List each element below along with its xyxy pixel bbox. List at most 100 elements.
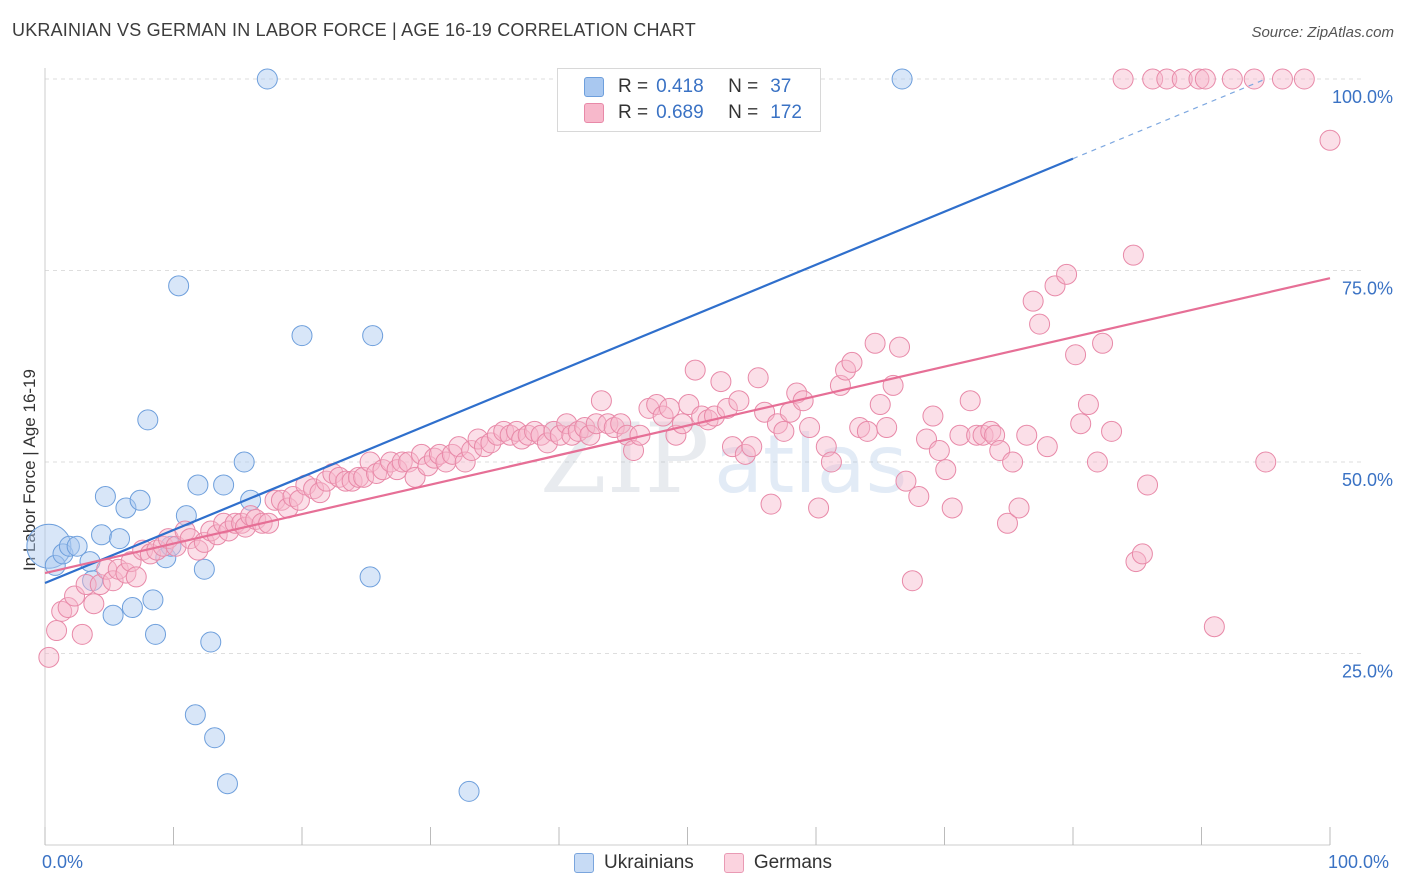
german-point [64, 585, 86, 607]
german-point [980, 420, 1002, 442]
german-point [46, 620, 68, 642]
german-point [1092, 332, 1114, 354]
german-point [603, 417, 625, 439]
german-point [597, 413, 619, 435]
ukrainian-point [233, 451, 255, 473]
ukrainian-point [121, 597, 143, 619]
german-point [935, 459, 957, 481]
trend-line-germans [44, 277, 1331, 575]
gridlines [45, 78, 1365, 654]
ukrainian-point [145, 623, 167, 645]
german-point [125, 566, 147, 588]
watermark-zip: ZIP [540, 403, 709, 515]
ukrainian-point [58, 535, 80, 557]
german-point [996, 512, 1018, 534]
legend-swatch-ukrainians [574, 853, 595, 873]
legend-n-value: 172 [770, 102, 802, 123]
ukrainian-point [137, 409, 159, 431]
german-point [741, 436, 763, 458]
german-point [51, 600, 73, 622]
german-point [710, 371, 732, 393]
ukrainian-point [362, 325, 384, 347]
german-point [949, 424, 971, 446]
x-tick-label-100: 100.0% [1328, 852, 1390, 872]
ukrainian-point [216, 773, 238, 795]
trend-lines [44, 78, 1331, 585]
legend-n-value: 37 [770, 76, 792, 97]
german-point [567, 420, 589, 442]
german-point [1171, 68, 1193, 90]
german-point [908, 485, 930, 507]
y-tick-label: 100.0% [1332, 87, 1393, 107]
german-point [808, 497, 830, 519]
german-point [610, 413, 632, 435]
legend-swatch-germans [584, 103, 604, 123]
german-point [1188, 68, 1210, 90]
german-point [335, 470, 357, 492]
german-point [895, 470, 917, 492]
ukrainian-point [26, 523, 72, 569]
ukrainian-point [94, 485, 116, 507]
german-point [1101, 420, 1123, 442]
legend-swatch-ukrainians [584, 77, 604, 97]
german-point [1271, 68, 1293, 90]
german-point [716, 397, 738, 419]
german-point [1194, 68, 1216, 90]
german-point [966, 424, 988, 446]
legend-n-label: N = [728, 102, 759, 123]
german-point [922, 405, 944, 427]
german-point [1293, 68, 1315, 90]
german-point [1016, 424, 1038, 446]
source-credit: Source: ZipAtlas.com [1251, 24, 1394, 41]
german-point [1065, 344, 1087, 366]
german-point [461, 440, 483, 462]
german-point [1070, 413, 1092, 435]
y-tick-label: 75.0% [1342, 279, 1393, 299]
german-point [359, 451, 381, 473]
german-point [1022, 290, 1044, 312]
series-germans [38, 68, 1341, 668]
legend-label-ukrainians: Ukrainians [604, 852, 694, 873]
german-point [1029, 313, 1051, 335]
german-point [536, 432, 558, 454]
series-ukrainians [26, 68, 913, 802]
german-point [543, 420, 565, 442]
german-point [1203, 616, 1225, 638]
ukrainian-point [200, 631, 222, 653]
ukrainian-point [359, 566, 381, 588]
legend-item-germans[interactable]: Germans [723, 852, 832, 874]
german-point [1036, 436, 1058, 458]
stats-legend: R = 0.418 N = 37 R = 0.689 N = 172 [557, 68, 821, 132]
german-point [585, 413, 607, 435]
legend-item-ukrainians[interactable]: Ukrainians [574, 852, 694, 874]
german-point [83, 593, 105, 615]
ukrainian-point [204, 727, 226, 749]
german-point [1243, 68, 1265, 90]
german-point [721, 436, 743, 458]
german-point [102, 570, 124, 592]
german-point [556, 413, 578, 435]
ukrainian-point [184, 704, 206, 726]
trend-line-ukrainians-extension [1072, 78, 1266, 160]
ukrainian-point [109, 528, 131, 550]
legend-row-germans: R = 0.689 N = 172 [584, 101, 802, 125]
legend-row-ukrainians: R = 0.418 N = 37 [584, 75, 791, 99]
german-point [328, 466, 350, 488]
german-point [901, 570, 923, 592]
watermark: ZIP atlas [540, 403, 907, 515]
german-point [1319, 129, 1341, 151]
series-legend: Ukrainians Germans [0, 852, 1406, 874]
german-point [1112, 68, 1134, 90]
german-point [549, 424, 571, 446]
german-point [264, 489, 286, 511]
x-tick-label-0: 0.0% [42, 852, 84, 872]
ukrainian-point [168, 275, 190, 297]
german-point [348, 466, 370, 488]
german-point [493, 420, 515, 442]
german-point [856, 420, 878, 442]
german-point [71, 623, 93, 645]
ukrainian-point [66, 535, 88, 557]
german-point [561, 424, 583, 446]
german-point [454, 451, 476, 473]
